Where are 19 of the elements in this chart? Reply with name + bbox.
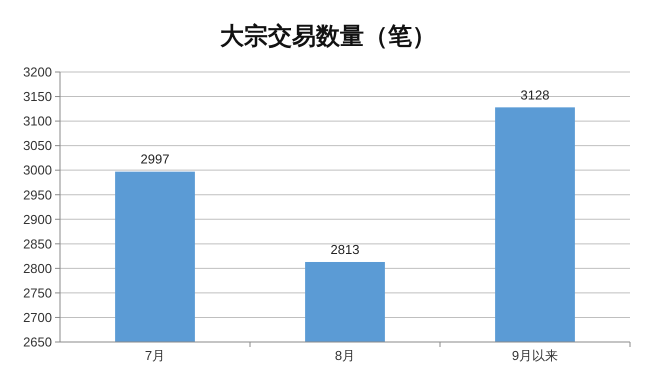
y-tick-label: 2800 (23, 260, 52, 276)
y-tick-label: 3150 (23, 89, 52, 104)
y-tick-label: 3200 (23, 64, 52, 80)
chart-title: 大宗交易数量（笔） (220, 22, 436, 50)
data-label: 2997 (140, 152, 170, 167)
x-tick-label: 9月以来 (512, 348, 558, 363)
data-label: 2813 (330, 242, 360, 257)
y-tick-label: 3050 (23, 138, 52, 154)
y-tick-label: 3000 (23, 162, 52, 178)
y-tick-label: 2650 (23, 334, 52, 350)
y-tick-label: 2900 (23, 212, 52, 227)
y-tick-label: 2700 (23, 310, 52, 326)
x-tick-label: 7月 (144, 348, 166, 363)
data-label: 3128 (520, 87, 550, 102)
y-tick-label: 2750 (23, 285, 52, 300)
y-tick-label: 2950 (23, 187, 52, 202)
x-tick-label: 8月 (334, 348, 356, 363)
y-tick-label: 2850 (23, 236, 52, 252)
y-tick-label: 3100 (23, 114, 52, 129)
